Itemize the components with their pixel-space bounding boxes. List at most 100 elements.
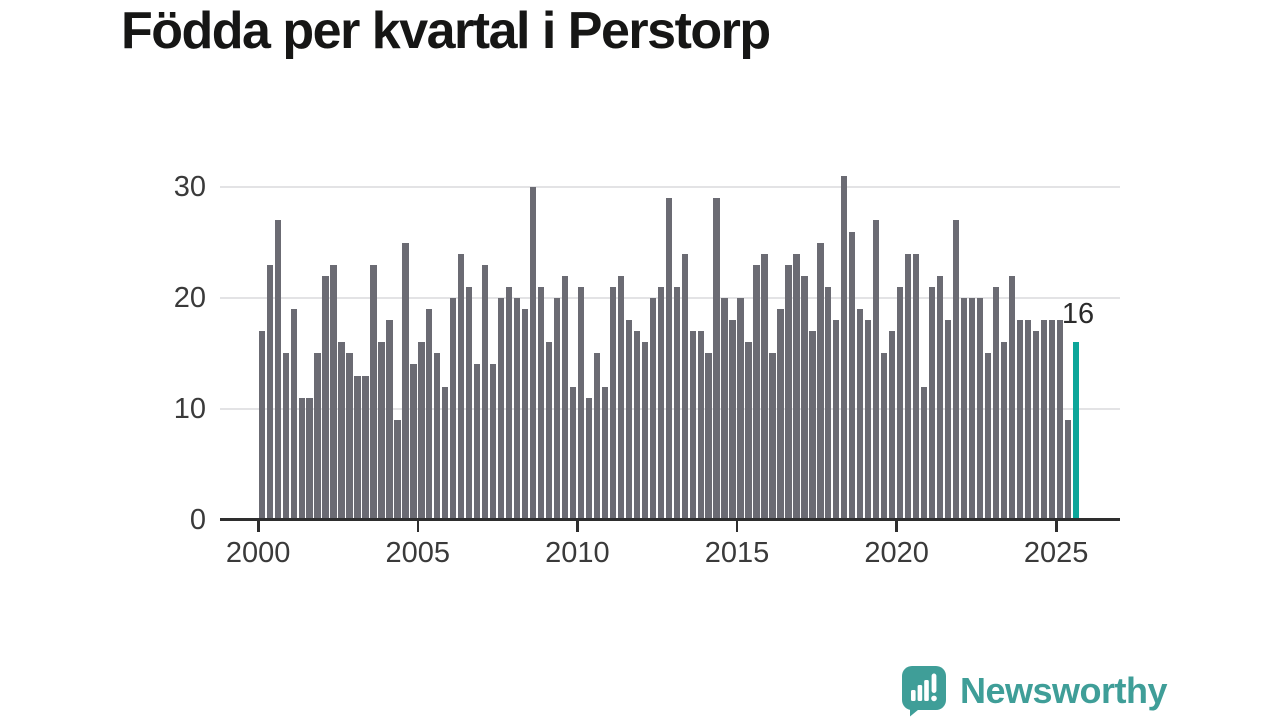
bar-2022-Q3 [976,298,984,520]
bar-2019-Q1 [865,320,872,520]
bar-2006-Q4 [474,364,481,520]
bar-2023-Q2 [1000,342,1008,520]
x-axis-label-2005: 2005 [385,537,451,569]
bar-2017-Q3 [817,242,824,520]
chart-title: Födda per kvartal i Perstorp [121,2,771,60]
bar-2008-Q1 [513,298,521,520]
bar-2021-Q4 [952,220,960,520]
bar-2017-Q2 [809,331,816,520]
bar-2004-Q4 [410,364,417,520]
x-axis-label-2000: 2000 [225,537,291,569]
bar-2016-Q2 [777,309,784,520]
bar-2013-Q1 [673,286,680,520]
bar-2024-Q2 [1032,331,1039,520]
bar-2018-Q2 [841,176,848,520]
bar-2011-Q2 [617,275,624,520]
bar-2000-Q2 [266,264,273,520]
bar-2005-Q2 [426,309,433,520]
bar-2003-Q3 [370,264,377,520]
bar-2019-Q4 [889,331,896,520]
bar-2017-Q4 [825,286,832,520]
bar-2008-Q4 [537,286,545,520]
bar-2015-Q1 [737,298,744,520]
x-axis-tick-2005 [416,521,420,533]
x-axis-label-2020: 2020 [864,537,929,569]
x-axis-tick-2010 [576,521,579,533]
bar-2008-Q2 [521,309,529,520]
x-axis-tick-2015 [735,521,739,533]
bar-2014-Q4 [729,320,736,520]
bar-2000-Q4 [282,353,289,520]
bar-2010-Q4 [601,386,609,520]
bar-2002-Q1 [322,275,329,520]
bar-2015-Q2 [745,342,752,520]
x-axis-line [220,517,1120,522]
bar-2015-Q4 [761,253,768,520]
bar-2022-Q2 [968,298,976,520]
bar-2007-Q4 [505,286,513,520]
bar-2004-Q3 [402,242,409,520]
bar-2006-Q1 [450,298,457,520]
bar-2003-Q1 [354,375,361,520]
bar-2014-Q2 [713,198,720,520]
x-axis-tick-2000 [257,521,260,533]
bar-2021-Q1 [928,286,936,520]
bar-2018-Q3 [849,231,856,520]
branding-name: Newsworthy [960,670,1168,711]
bar-2024-Q3 [1040,320,1047,520]
bar-2010-Q1 [577,286,585,520]
bar-2008-Q3 [529,187,537,520]
bar-2010-Q3 [593,353,601,520]
bar-2009-Q1 [545,342,553,520]
bar-2023-Q4 [1016,320,1024,520]
bar-2004-Q2 [394,419,401,520]
bar-2022-Q4 [984,353,992,520]
bar-2007-Q2 [490,364,497,520]
bar-2016-Q3 [785,264,792,520]
bar-2013-Q3 [689,331,696,520]
bar-2005-Q1 [418,342,425,520]
x-axis-label-2010: 2010 [545,537,610,569]
bar-2007-Q3 [498,298,505,520]
bar-2002-Q4 [346,353,353,520]
bar-2019-Q3 [881,353,888,520]
bar-2012-Q4 [665,198,672,520]
bar-2002-Q2 [330,264,337,520]
bar-2005-Q3 [434,353,441,520]
bar-2023-Q1 [992,286,1000,520]
bar-2012-Q3 [657,286,664,520]
bar-2000-Q1 [258,331,265,520]
bar-2012-Q1 [641,342,648,520]
bar-2020-Q4 [920,386,928,520]
bar-2015-Q3 [753,264,760,520]
bar-2009-Q4 [569,386,577,520]
bar-2018-Q4 [857,309,864,520]
gridline-y-30 [220,186,1120,189]
bar-2013-Q4 [697,331,704,520]
bar-2004-Q1 [386,320,393,520]
bar-2014-Q1 [705,353,712,520]
x-axis-tick-2020 [895,521,898,533]
bar-2025-Q3 [1072,342,1079,520]
x-axis-label-2015: 2015 [704,537,770,569]
bar-2018-Q1 [833,320,840,520]
y-axis-label-0: 0 [189,503,206,536]
bar-2010-Q2 [585,397,593,520]
bar-2024-Q4 [1048,320,1055,520]
bar-2007-Q1 [482,264,489,520]
bar-2002-Q3 [338,342,345,520]
bar-2001-Q2 [298,397,305,520]
bar-2020-Q3 [912,253,920,520]
latest-value-label: 16 [1061,298,1095,330]
bar-2006-Q3 [466,286,473,520]
bar-2011-Q4 [633,331,640,520]
bar-2024-Q1 [1024,320,1031,520]
bar-2013-Q2 [681,253,688,520]
bar-2014-Q3 [721,298,728,520]
bar-2020-Q2 [904,253,912,520]
bar-2001-Q1 [290,309,297,520]
bar-2000-Q3 [274,220,281,520]
bar-2025-Q2 [1064,419,1071,520]
